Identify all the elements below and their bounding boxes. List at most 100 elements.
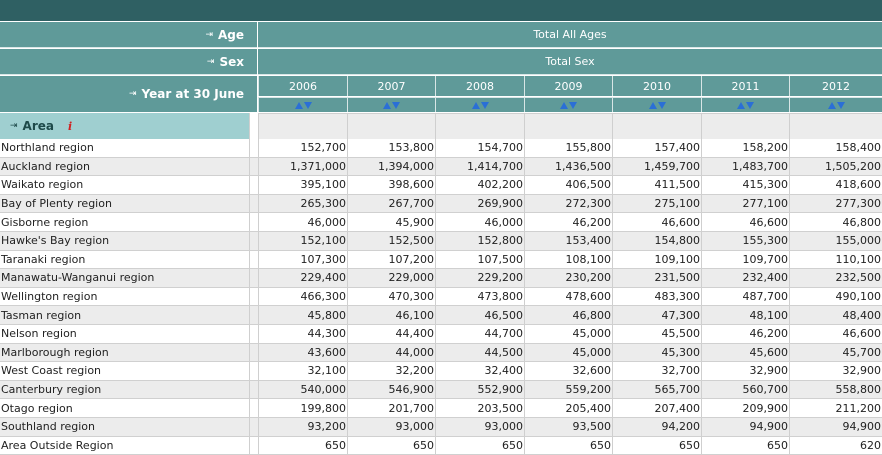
area-row-label[interactable]: Wellington region — [0, 288, 249, 306]
value-cell: 32,900 — [789, 362, 882, 380]
sex-dimension-header[interactable]: ⇥ Sex — [0, 49, 257, 75]
sort-control[interactable] — [524, 97, 612, 112]
area-row-label[interactable]: Area Outside Region — [0, 437, 249, 455]
area-row-label[interactable]: Nelson region — [0, 325, 249, 343]
row-gap — [249, 176, 258, 194]
sort-up-down-icon[interactable] — [828, 102, 845, 109]
value-cell: 466,300 — [258, 288, 347, 306]
info-icon[interactable]: i — [68, 120, 72, 133]
area-row-label[interactable]: West Coast region — [0, 362, 249, 380]
sort-control[interactable] — [258, 97, 347, 112]
value-cell: 650 — [435, 437, 524, 455]
area-row-label[interactable]: Auckland region — [0, 158, 249, 176]
pivot-arrow-icon[interactable]: ⇥ — [205, 30, 213, 40]
year-label: 2012 — [822, 80, 850, 93]
year-column-header: 2009 — [524, 76, 612, 96]
value-cell: 269,900 — [435, 195, 524, 213]
sort-control[interactable] — [612, 97, 701, 112]
area-label: Area — [23, 119, 54, 133]
sort-up-down-icon[interactable] — [649, 102, 666, 109]
year-column-header: 2011 — [701, 76, 789, 96]
value-cell: 32,900 — [701, 362, 789, 380]
area-row-label[interactable]: Bay of Plenty region — [0, 195, 249, 213]
area-row-label[interactable]: Manawatu-Wanganui region — [0, 269, 249, 287]
row-gap — [249, 232, 258, 250]
value-cell: 32,600 — [524, 362, 612, 380]
value-cell: 559,200 — [524, 381, 612, 399]
value-cell: 108,100 — [524, 251, 612, 269]
value-cell: 155,300 — [701, 232, 789, 250]
row-gap — [249, 437, 258, 455]
value-cell: 93,000 — [347, 418, 435, 436]
value-cell: 1,505,200 — [789, 158, 882, 176]
area-row-label[interactable]: Otago region — [0, 399, 249, 417]
sort-up-down-icon[interactable] — [472, 102, 489, 109]
value-cell: 231,500 — [612, 269, 701, 287]
area-dimension-header[interactable]: ⇥ Area i — [0, 113, 249, 139]
area-row-label[interactable]: Tasman region — [0, 306, 249, 324]
sort-up-down-icon[interactable] — [295, 102, 312, 109]
year-column-header: 2010 — [612, 76, 701, 96]
value-cell: 418,600 — [789, 176, 882, 194]
area-row-label[interactable]: Northland region — [0, 139, 249, 157]
pivot-arrow-icon[interactable]: ⇥ — [207, 57, 215, 67]
value-cell: 46,500 — [435, 306, 524, 324]
year-column-header: 2008 — [435, 76, 524, 96]
area-header-blank-cell — [612, 113, 701, 139]
value-cell: 94,200 — [612, 418, 701, 436]
sort-up-down-icon[interactable] — [737, 102, 754, 109]
value-cell: 411,500 — [612, 176, 701, 194]
area-row-label[interactable]: Southland region — [0, 418, 249, 436]
area-row-label[interactable]: Taranaki region — [0, 251, 249, 269]
pivot-arrow-icon[interactable]: ⇥ — [129, 89, 137, 99]
area-row-label[interactable]: Gisborne region — [0, 213, 249, 231]
area-row-label[interactable]: Hawke's Bay region — [0, 232, 249, 250]
value-cell: 32,700 — [612, 362, 701, 380]
value-cell: 272,300 — [524, 195, 612, 213]
area-header-blank-cell — [789, 113, 882, 139]
row-gap — [249, 269, 258, 287]
year-column-header: 2006 — [258, 76, 347, 96]
value-cell: 45,500 — [612, 325, 701, 343]
pivot-arrow-icon[interactable]: ⇥ — [10, 121, 18, 131]
sort-control[interactable] — [701, 97, 789, 112]
sort-up-down-icon[interactable] — [560, 102, 577, 109]
value-cell: 46,100 — [347, 306, 435, 324]
sort-control[interactable] — [789, 97, 882, 112]
value-cell: 154,800 — [612, 232, 701, 250]
value-cell: 94,900 — [789, 418, 882, 436]
value-cell: 277,300 — [789, 195, 882, 213]
sort-control[interactable] — [347, 97, 435, 112]
row-gap — [249, 288, 258, 306]
year-dimension-header[interactable]: ⇥ Year at 30 June — [0, 76, 257, 112]
value-cell: 44,400 — [347, 325, 435, 343]
value-cell: 558,800 — [789, 381, 882, 399]
row-gap — [249, 158, 258, 176]
value-cell: 199,800 — [258, 399, 347, 417]
age-dimension-header[interactable]: ⇥ Age — [0, 22, 257, 48]
sort-control[interactable] — [435, 97, 524, 112]
area-row-label[interactable]: Waikato region — [0, 176, 249, 194]
value-cell: 46,000 — [258, 213, 347, 231]
value-cell: 650 — [258, 437, 347, 455]
value-cell: 229,000 — [347, 269, 435, 287]
value-cell: 152,800 — [435, 232, 524, 250]
value-cell: 93,200 — [258, 418, 347, 436]
value-cell: 32,200 — [347, 362, 435, 380]
value-cell: 205,400 — [524, 399, 612, 417]
value-cell: 152,700 — [258, 139, 347, 157]
sort-up-down-icon[interactable] — [383, 102, 400, 109]
area-row-label[interactable]: Marlborough region — [0, 344, 249, 362]
area-header-blank-cell — [347, 113, 435, 139]
area-row-label[interactable]: Canterbury region — [0, 381, 249, 399]
value-cell: 152,100 — [258, 232, 347, 250]
value-cell: 44,700 — [435, 325, 524, 343]
